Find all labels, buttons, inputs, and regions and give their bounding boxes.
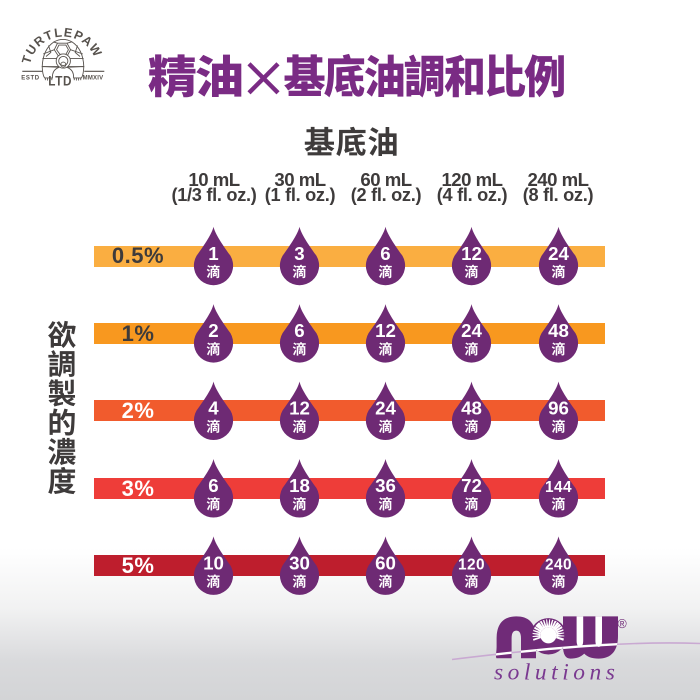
svg-text:solutions: solutions: [494, 660, 619, 686]
svg-text:2: 2: [208, 320, 218, 341]
svg-text:12: 12: [375, 320, 396, 341]
svg-text:12: 12: [461, 243, 482, 264]
svg-text:24: 24: [461, 320, 482, 341]
svg-text:4: 4: [208, 398, 219, 419]
svg-text:6: 6: [294, 320, 304, 341]
svg-text:72: 72: [461, 475, 482, 496]
svg-text:30: 30: [289, 553, 310, 574]
svg-text:MMXIV: MMXIV: [83, 75, 104, 81]
svg-text:48: 48: [548, 320, 569, 341]
svg-text:24: 24: [375, 398, 396, 419]
svg-text:12: 12: [289, 398, 310, 419]
svg-text:60: 60: [375, 553, 396, 574]
svg-text:1: 1: [208, 243, 218, 264]
svg-text:ESTD: ESTD: [21, 75, 39, 81]
svg-text:6: 6: [380, 243, 390, 264]
svg-text:120: 120: [458, 557, 485, 574]
svg-text:10: 10: [203, 553, 224, 574]
svg-text:240: 240: [545, 557, 572, 574]
svg-text:96: 96: [548, 398, 569, 419]
svg-text:24: 24: [548, 243, 569, 264]
svg-text:®: ®: [618, 617, 628, 631]
svg-text:36: 36: [375, 475, 396, 496]
svg-text:18: 18: [289, 475, 310, 496]
svg-text:3: 3: [294, 243, 304, 264]
svg-text:6: 6: [208, 475, 218, 496]
svg-text:48: 48: [461, 398, 482, 419]
svg-text:144: 144: [545, 479, 572, 496]
svg-text:LTD: LTD: [48, 72, 72, 88]
